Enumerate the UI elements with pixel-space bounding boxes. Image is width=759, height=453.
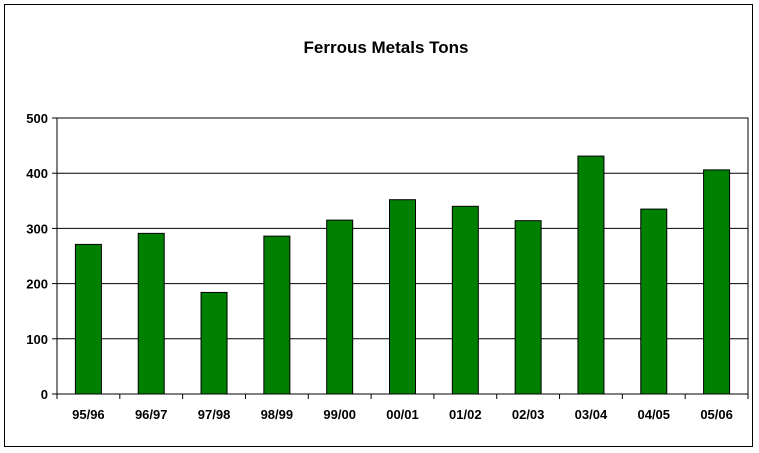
y-tick-label: 200 [26, 277, 48, 292]
x-tick-label: 02/03 [512, 407, 545, 422]
bar [703, 169, 731, 395]
bar [137, 232, 165, 395]
bar [451, 205, 479, 395]
x-tick-label: 96/97 [135, 407, 168, 422]
x-tick-label: 99/00 [323, 407, 356, 422]
y-tick-label: 100 [26, 332, 48, 347]
bar [74, 243, 102, 395]
x-tick-label: 95/96 [72, 407, 105, 422]
plot-area: 0 100 200 300 400 500 95/96 96/97 97/98 98/99 99/0… [26, 111, 749, 422]
x-tick-label: 04/05 [637, 407, 670, 422]
y-tick-label: 400 [26, 166, 48, 181]
bar [200, 291, 228, 395]
bar [389, 199, 416, 395]
bar [640, 208, 668, 395]
x-tick-label: 01/02 [449, 407, 482, 422]
chart-title: Ferrous Metals Tons [304, 38, 469, 57]
x-tick-label: 03/04 [575, 407, 608, 422]
x-tick-label: 98/99 [261, 407, 294, 422]
x-tick-label: 00/01 [386, 407, 419, 422]
x-tick-label: 97/98 [198, 407, 231, 422]
bar [577, 155, 605, 395]
x-tick-label: 05/06 [700, 407, 733, 422]
y-tick-label: 300 [26, 221, 48, 236]
bar [514, 220, 542, 395]
y-tick-label: 500 [26, 111, 48, 126]
y-tick-label: 0 [41, 387, 48, 402]
bar [263, 235, 291, 395]
bar [326, 219, 354, 395]
